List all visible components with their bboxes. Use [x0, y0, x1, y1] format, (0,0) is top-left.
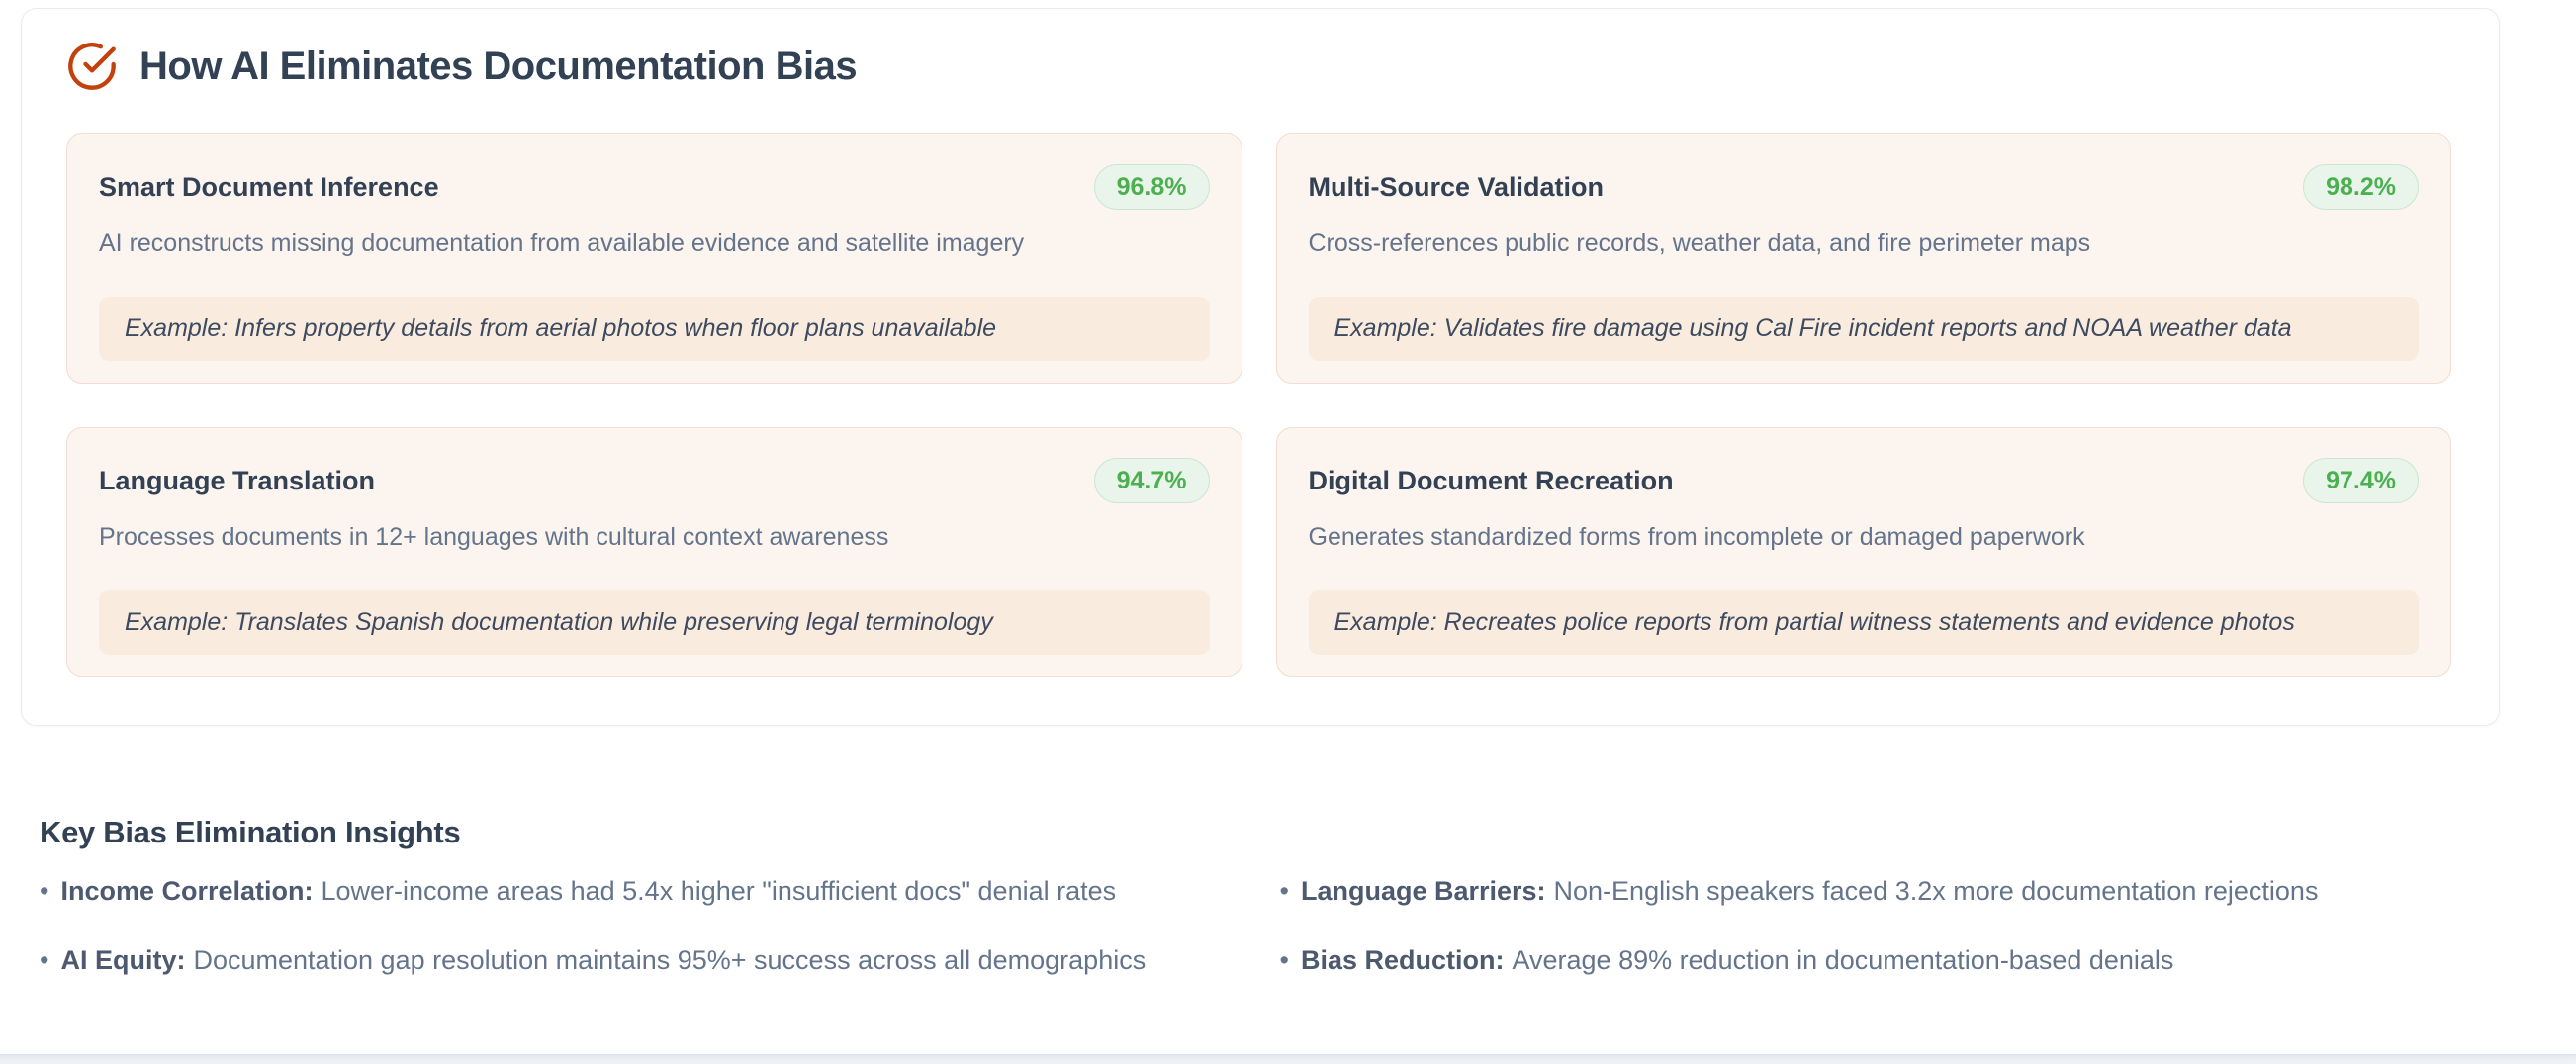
insight-language-barriers: • Language Barriers: Non-English speakers … [1280, 874, 2501, 908]
feature-title: Digital Document Recreation [1308, 466, 1674, 495]
bullet-marker: • [1279, 945, 1289, 975]
section-title-row: How AI Eliminates Documentation Bias [66, 41, 2451, 92]
bullet-marker: • [1279, 876, 1289, 906]
insight-text: Lower-income areas had 5.4x higher "insu… [321, 876, 1117, 906]
feature-description: Cross-references public records, weather… [1308, 229, 2091, 257]
feature-example: Example: Recreates police reports from p… [1308, 590, 2419, 655]
check-circle-icon [66, 41, 118, 92]
accuracy-badge: 97.4% [2303, 458, 2419, 503]
panel-content: How AI Eliminates Documentation Bias Sma… [21, 8, 2500, 977]
insight-bias-reduction: • Bias Reduction: Average 89% reduction in… [1280, 943, 2501, 977]
insight-label: Bias Reduction: [1300, 945, 1505, 975]
insight-label: Income Correlation: [60, 876, 314, 906]
feature-title: Multi-Source Validation [1308, 172, 1605, 202]
insight-text: Documentation gap resolution maintains 9… [193, 945, 1147, 975]
insight-ai-equity: • AI Equity: Documentation gap resolution … [40, 943, 1260, 977]
feature-card-header: Smart Document Inference 96.8% [99, 164, 1210, 210]
feature-card-language-translation: Language Translation 94.7% Processes doc… [66, 427, 1242, 677]
insight-label: Language Barriers: [1300, 876, 1546, 906]
insight-label: AI Equity: [60, 945, 186, 975]
feature-example: Example: Infers property details from ae… [99, 297, 1210, 361]
key-insights-section: Key Bias Elimination Insights • Income Co… [40, 817, 2500, 977]
insight-income-correlation: • Income Correlation: Lower-income areas h… [40, 874, 1260, 908]
insight-text: Non-English speakers faced 3.2x more doc… [1553, 876, 2319, 906]
feature-description: Processes documents in 12+ languages wit… [99, 523, 889, 551]
feature-description: Generates standardized forms from incomp… [1308, 523, 2085, 551]
insights-heading: Key Bias Elimination Insights [40, 815, 461, 849]
feature-card-smart-document-inference: Smart Document Inference 96.8% AI recons… [66, 133, 1242, 384]
feature-cards-grid: Smart Document Inference 96.8% AI recons… [66, 133, 2451, 677]
feature-card-header: Language Translation 94.7% [99, 458, 1210, 503]
ai-bias-section-card: How AI Eliminates Documentation Bias Sma… [21, 8, 2500, 726]
feature-card-header: Multi-Source Validation 98.2% [1308, 164, 2419, 210]
feature-card-digital-document-recreation: Digital Document Recreation 97.4% Genera… [1275, 427, 2451, 677]
feature-example: Example: Translates Spanish documentatio… [99, 590, 1210, 655]
feature-title: Smart Document Inference [99, 172, 439, 202]
bullet-marker: • [40, 945, 49, 975]
bullet-marker: • [40, 876, 49, 906]
insights-grid: • Income Correlation: Lower-income areas h… [40, 874, 2500, 977]
feature-card-multi-source-validation: Multi-Source Validation 98.2% Cross-refe… [1275, 133, 2451, 384]
feature-description: AI reconstructs missing documentation fr… [99, 229, 1025, 257]
feature-example: Example: Validates fire damage using Cal… [1308, 297, 2419, 361]
accuracy-badge: 96.8% [1093, 164, 1210, 210]
feature-card-header: Digital Document Recreation 97.4% [1308, 458, 2419, 503]
page-title: How AI Eliminates Documentation Bias [139, 44, 858, 88]
accuracy-badge: 94.7% [1093, 458, 1210, 503]
accuracy-badge: 98.2% [2303, 164, 2419, 210]
insight-text: Average 89% reduction in documentation-b… [1512, 945, 2174, 975]
feature-title: Language Translation [99, 466, 376, 495]
